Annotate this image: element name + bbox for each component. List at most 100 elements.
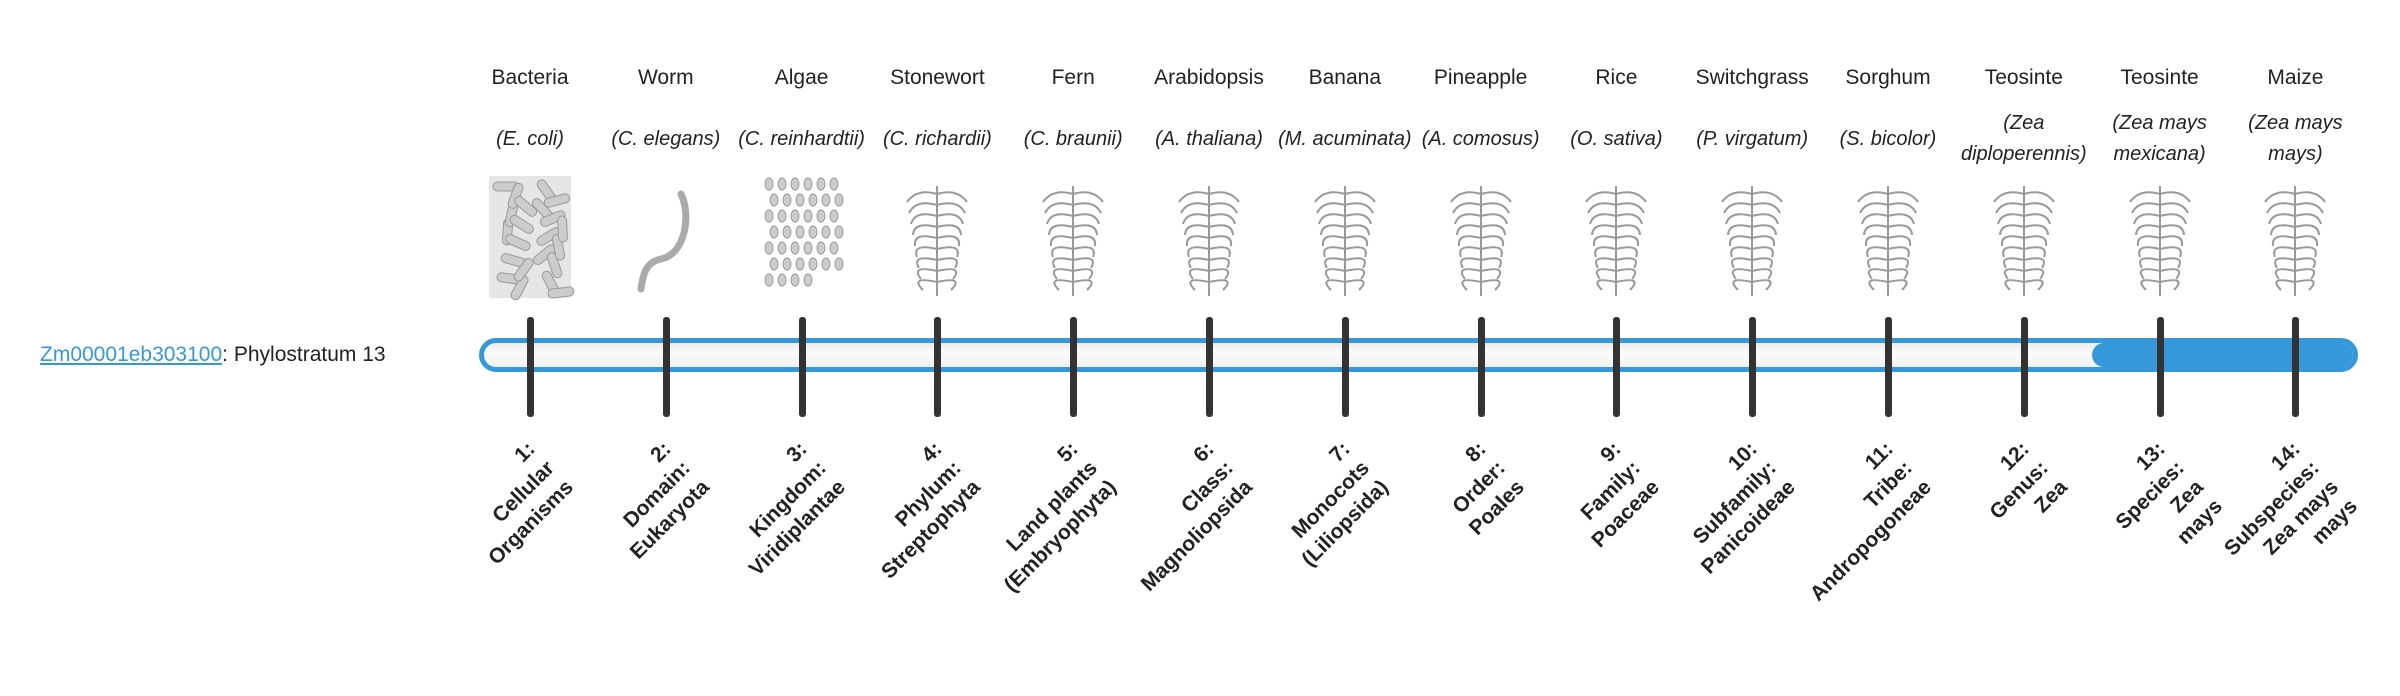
organism-species-text: (Zea mays mays) (2248, 112, 2343, 165)
organism-species-text: (E. coli) (496, 127, 564, 150)
organism-species-text: (S. bicolor) (1839, 127, 1937, 150)
phylostratum-fill (2091, 343, 2353, 367)
organism-species-text: (A. thaliana) (1155, 127, 1263, 150)
stratum-tick (2020, 317, 2028, 417)
organism-species: (C. richardii) (869, 104, 1005, 174)
stratum-tick (1749, 317, 1757, 417)
organism-species-text: (Zea diploperennis) (1960, 112, 2087, 165)
organism-image (734, 174, 870, 300)
organism-species: (A. comosus) (1413, 104, 1549, 174)
gene-label: Zm00001eb303100: Phylostratum 13 (40, 338, 386, 372)
organism-name-text: Switchgrass (1695, 66, 1809, 89)
organism-name: Pineapple (1413, 66, 1549, 90)
phylostratum-label: Phylostratum 13 (233, 343, 386, 366)
organism-name-text: Worm (637, 66, 694, 89)
stratum-tick (1206, 317, 1213, 417)
organism-species: (C. braunii) (1005, 104, 1141, 174)
organism-name-text: Fern (1051, 66, 1095, 89)
organism-name: Rice (1548, 66, 1684, 90)
organism-image (2227, 174, 2363, 300)
organism-name: Bacteria (462, 66, 598, 90)
organism-name-text: Teosinte (2120, 66, 2199, 89)
organism-species: (C. elegans) (598, 104, 734, 174)
stratum-tick (2156, 317, 2164, 417)
organism-species: (Zea mays mexicana) (2092, 104, 2228, 174)
stratum-tick (1341, 317, 1349, 417)
stratum-tick (934, 317, 942, 417)
organism-image (1956, 174, 2092, 300)
organism-name: Teosinte (2092, 66, 2228, 90)
organism-name: Fern (1005, 66, 1141, 90)
organism-image (598, 174, 734, 300)
organism-species: (Zea diploperennis) (1956, 104, 2092, 174)
organism-name-text: Bacteria (491, 66, 569, 89)
organism-image (1005, 174, 1141, 300)
organism-species-text: (M. acuminata) (1278, 127, 1412, 150)
fern-icon (1042, 186, 1105, 296)
organism-name: Stonewort (869, 66, 1005, 90)
organism-name: Algae (734, 66, 870, 90)
organism-species: (P. virgatum) (1684, 104, 1820, 174)
organism-species: (E. coli) (462, 104, 598, 174)
organism-species: (C. reinhardtii) (734, 104, 870, 174)
organism-species-text: (Zea mays mexicana) (2112, 112, 2207, 165)
stratum-tick (1477, 317, 1485, 417)
stratum-tick (2292, 317, 2300, 417)
switchgrass-icon (1721, 186, 1784, 296)
worm-icon (637, 190, 690, 293)
teosinte-icon (1992, 186, 2055, 296)
organism-name-text: Rice (1595, 66, 1638, 89)
organism-species-text: (P. virgatum) (1696, 127, 1809, 150)
organism-image (869, 174, 1005, 300)
organism-species: (M. acuminata) (1277, 104, 1413, 174)
rice-icon (1585, 186, 1648, 296)
organism-species-text: (C. reinhardtii) (738, 127, 865, 150)
organism-species-text: (C. elegans) (611, 127, 721, 150)
organism-name-text: Sorghum (1845, 66, 1931, 89)
organism-species-text: (O. sativa) (1570, 127, 1663, 150)
organism-name-text: Arabidopsis (1154, 66, 1264, 89)
stratum-tick (1885, 317, 1892, 417)
organism-name-text: Algae (774, 66, 829, 89)
organism-name: Sorghum (1820, 66, 1956, 90)
organism-image (1548, 174, 1684, 300)
organism-species: (S. bicolor) (1820, 104, 1956, 174)
organism-species: (A. thaliana) (1141, 104, 1277, 174)
organism-name: Arabidopsis (1141, 66, 1277, 90)
organism-image (1820, 174, 1956, 300)
organism-name: Worm (598, 66, 734, 90)
gene-link[interactable]: Zm00001eb303100 (40, 343, 223, 366)
organism-image (1141, 174, 1277, 300)
organism-name-text: Maize (2267, 66, 2324, 89)
organism-image (1277, 174, 1413, 300)
organism-image (1413, 174, 1549, 300)
stratum-tick (798, 317, 806, 417)
organism-name-text: Teosinte (1984, 66, 2063, 89)
bacteria-icon (489, 176, 575, 301)
organism-name: Banana (1277, 66, 1413, 90)
stratum-tick (1613, 317, 1621, 417)
organism-name-text: Stonewort (890, 66, 985, 89)
organism-image (462, 174, 598, 301)
maize-icon (2264, 186, 2327, 296)
stratum-tick (1070, 317, 1078, 417)
organism-name: Switchgrass (1684, 66, 1820, 90)
organism-name: Teosinte (1956, 66, 2092, 90)
organism-name-text: Pineapple (1433, 66, 1528, 89)
arabidopsis-icon (1178, 186, 1240, 296)
stratum-tick (527, 317, 534, 417)
gene-separator: : (222, 343, 228, 366)
organism-name-text: Banana (1308, 66, 1381, 89)
organism-image (2092, 174, 2228, 300)
stonewort-icon (906, 186, 969, 296)
organism-name: Maize (2227, 66, 2363, 90)
phylostratum-track (479, 338, 2358, 372)
pineapple-icon (1449, 186, 1512, 296)
organism-species-text: (C. richardii) (882, 127, 992, 150)
organism-species-text: (A. comosus) (1421, 127, 1540, 150)
organism-species-text: (C. braunii) (1023, 127, 1123, 150)
banana-icon (1313, 186, 1376, 296)
sorghum-icon (1857, 186, 1919, 296)
teosinte-mexicana-icon (2128, 186, 2191, 296)
organism-species: (O. sativa) (1548, 104, 1684, 174)
